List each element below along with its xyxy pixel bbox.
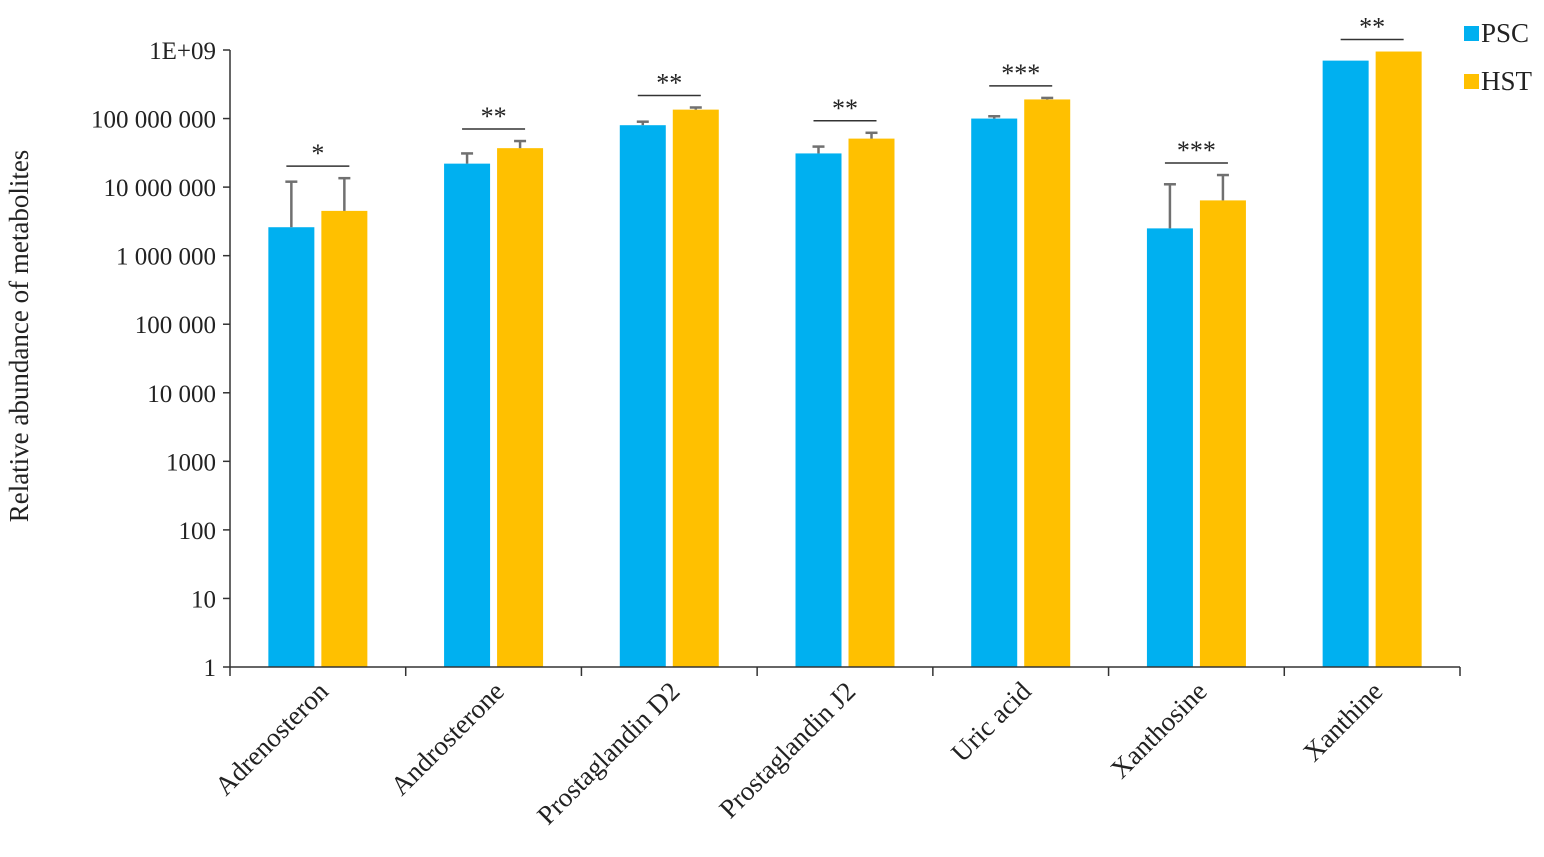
bar-psc (1146, 228, 1193, 667)
y-tick-label: 1E+09 (149, 38, 216, 65)
x-category-label: Xanthosine (1104, 676, 1212, 784)
x-axis-ticks: Adrenosteron Androsterone Prostaglandin D2… (209, 667, 1461, 830)
bars (268, 51, 1422, 668)
significance-label: ** (1359, 13, 1385, 42)
bar-psc (268, 227, 315, 667)
bar-psc (971, 118, 1018, 668)
x-category-label: Uric acid (945, 676, 1037, 768)
significance-label: ** (656, 68, 682, 97)
bar-hst (1375, 51, 1422, 668)
bar-psc (444, 163, 491, 667)
y-tick-label: 100 000 (135, 312, 216, 339)
bar-hst (1199, 200, 1246, 667)
x-category-label: Prostaglandin J2 (713, 676, 861, 824)
y-tick-label: 100 000 000 (91, 107, 216, 134)
legend: PSC HST (1464, 18, 1533, 96)
bar-hst (848, 138, 895, 667)
y-axis-ticks: 1 10 100 1000 10 000 100 000 1 000 000 10 000 0… (91, 38, 230, 682)
y-tick-label: 1 (204, 655, 217, 682)
legend-swatch-hst (1464, 74, 1479, 89)
y-axis-label: Relative abundance of metabolites (4, 150, 34, 523)
significance-label: ** (832, 94, 858, 123)
y-tick-label: 1000 (166, 449, 216, 476)
significance-label: ** (481, 102, 507, 131)
legend-swatch-psc (1464, 26, 1479, 41)
error-bars (285, 96, 1229, 229)
bar-hst (497, 148, 544, 668)
y-tick-label: 1 000 000 (116, 244, 216, 271)
bar-hst (1024, 99, 1071, 668)
significance-label: * (311, 139, 324, 168)
bar-hst (321, 210, 368, 667)
legend-label-psc: PSC (1481, 18, 1529, 48)
y-tick-label: 100 (179, 518, 217, 545)
y-tick-label: 10 (191, 586, 216, 613)
legend-label-hst: HST (1481, 66, 1533, 96)
significance-label: *** (1001, 59, 1040, 88)
bar-psc (795, 153, 842, 667)
significance-markers: *************** (286, 13, 1404, 168)
bar-psc (1322, 60, 1369, 668)
x-category-label: Prostaglandin D2 (531, 676, 685, 830)
y-tick-label: 10 000 000 (104, 175, 217, 202)
x-category-label: Adrenosteron (209, 676, 334, 801)
significance-label: *** (1177, 136, 1216, 165)
x-category-label: Androsterone (385, 676, 510, 801)
x-category-label: Xanthine (1297, 676, 1388, 767)
bar-hst (672, 109, 719, 667)
y-tick-label: 10 000 (147, 381, 216, 408)
bar-psc (619, 125, 666, 667)
